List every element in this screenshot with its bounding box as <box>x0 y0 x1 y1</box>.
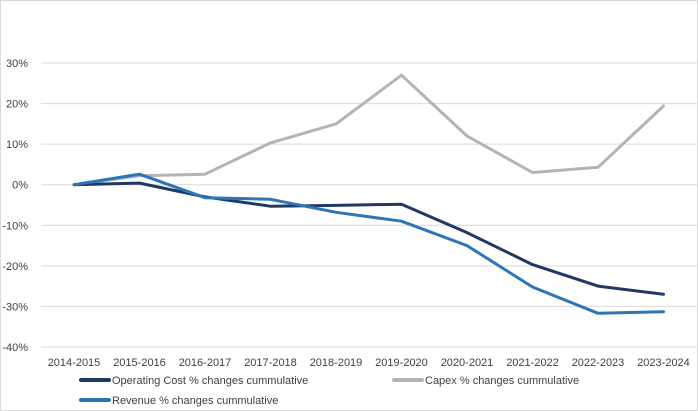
x-tick-label: 2016-2017 <box>179 357 232 369</box>
legend-label-capex: Capex % changes cummulative <box>425 375 579 387</box>
y-tick-label: -20% <box>2 261 28 273</box>
x-tick-label: 2023-2024 <box>637 357 690 369</box>
x-tick-label: 2019-2020 <box>375 357 428 369</box>
series-line-capex <box>72 73 665 187</box>
series-line-revenue <box>72 172 665 315</box>
x-axis-tick-labels: 2014-2015 2015-2016 2016-2017 2017-2018 2018… <box>48 357 690 369</box>
x-tick-label: 2022-2023 <box>572 357 625 369</box>
y-tick-label: -30% <box>2 301 28 313</box>
y-tick-label: 0% <box>12 180 28 192</box>
y-tick-label: -40% <box>2 342 28 354</box>
y-tick-label: -10% <box>2 220 28 232</box>
y-tick-label: 10% <box>6 139 28 151</box>
x-tick-label: 2017-2018 <box>244 357 297 369</box>
y-axis-tick-labels: 30% 20% 10% 0% -10% -20% -30% -40% <box>2 58 28 354</box>
series-line-operating-cost <box>72 181 665 296</box>
x-tick-label: 2015-2016 <box>113 357 166 369</box>
x-tick-label: 2021-2022 <box>506 357 559 369</box>
legend-label-operating-cost: Operating Cost % changes cummulative <box>112 375 308 387</box>
y-tick-label: 20% <box>6 99 28 111</box>
legend: Operating Cost % changes cummulative Cap… <box>79 375 579 407</box>
x-tick-label: 2020-2021 <box>441 357 494 369</box>
x-tick-label: 2014-2015 <box>48 357 101 369</box>
y-tick-label: 30% <box>6 58 28 70</box>
legend-label-revenue: Revenue % changes cummulative <box>112 395 278 407</box>
series-lines <box>72 73 665 315</box>
x-tick-label: 2018-2019 <box>310 357 363 369</box>
